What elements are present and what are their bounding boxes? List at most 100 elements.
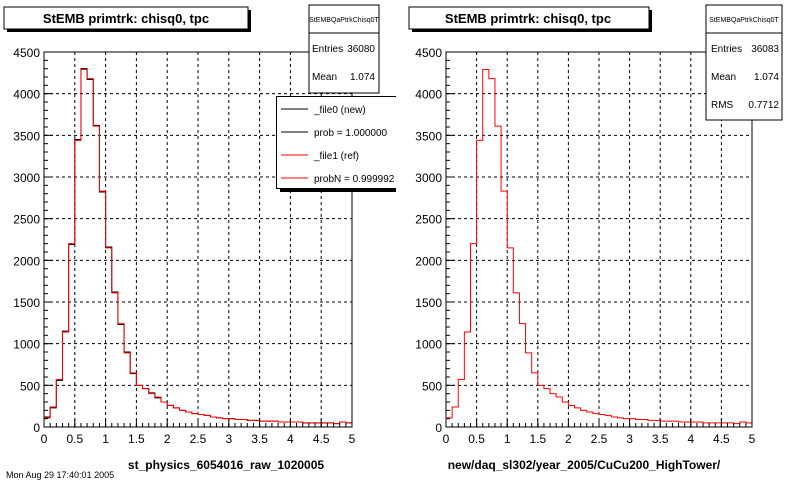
- left-histogram-series: [43, 68, 353, 428]
- left-bin-1-23: [186, 412, 192, 427]
- right-bin-0-1: [452, 407, 458, 427]
- right-bin-0-43: [709, 423, 715, 427]
- right-y-tick-label: 0: [435, 421, 442, 435]
- right-chart-title: StEMB primtrk: chisq0, tpc: [445, 11, 611, 26]
- left-x-tick-label: 3.5: [251, 432, 268, 446]
- left-y-tick-label: 1000: [13, 338, 40, 352]
- right-y-tick-label: 4500: [415, 46, 442, 60]
- right-stats-value-mean: 1.074: [754, 72, 779, 83]
- left-x-tick-label: 5: [349, 432, 356, 446]
- left-bin-1-47: [334, 424, 340, 427]
- right-bin-0-36: [666, 421, 672, 427]
- left-bin-1-4: [69, 244, 75, 427]
- left-bin-1-43: [309, 423, 315, 427]
- left-bin-1-20: [167, 405, 173, 427]
- left-y-tick-label: 4500: [13, 46, 40, 60]
- right-bin-0-9: [501, 191, 507, 427]
- left-y-tick-label: 500: [20, 379, 40, 393]
- left-bin-1-21: [173, 408, 179, 427]
- left-y-tick-label: 2500: [13, 213, 40, 227]
- legend-box: [276, 96, 396, 189]
- right-bin-0-25: [599, 415, 605, 428]
- left-bin-1-28: [216, 418, 222, 427]
- left-bin-1-10: [106, 248, 112, 427]
- right-bin-0-48: [740, 422, 746, 427]
- right-bin-0-46: [728, 423, 734, 427]
- right-bin-0-7: [489, 79, 495, 427]
- left-x-tick-label: 0: [41, 432, 48, 446]
- left-bin-1-32: [241, 420, 247, 428]
- right-histogram-line-0: [445, 69, 753, 427]
- right-bin-0-6: [483, 70, 489, 428]
- right-bin-0-47: [734, 424, 740, 427]
- right-histogram-panel: 0 0.5 1 1.5 2 2.5 3 3.5 4 4.5 5 0 500 1000 1500 2000 250…: [408, 4, 783, 472]
- left-bin-1-19: [161, 402, 167, 427]
- right-bin-0-32: [642, 420, 648, 428]
- right-stats-name: StEMBQaPtrkChisq0T: [709, 17, 779, 24]
- right-bin-0-30: [630, 419, 636, 427]
- left-x-axis-label: st_physics_6054016_raw_1020005: [128, 458, 324, 472]
- left-bin-1-6: [81, 70, 87, 428]
- right-x-tick-label: 0: [443, 432, 450, 446]
- right-bin-0-49: [746, 423, 752, 427]
- left-stats-label-entries: Entries: [312, 44, 343, 55]
- left-x-tick-label: 0.5: [66, 432, 83, 446]
- right-y-tick-label: 3000: [415, 171, 442, 185]
- right-x-axis-label: new/daq_sl302/year_2005/CuCu200_HighTowe…: [448, 458, 721, 472]
- left-x-tick-label: 1.5: [128, 432, 145, 446]
- left-bin-1-36: [266, 421, 272, 427]
- left-bin-1-48: [340, 422, 346, 427]
- left-bin-1-35: [260, 421, 266, 427]
- left-bin-1-34: [253, 420, 259, 427]
- right-y-tick-label: 2000: [415, 254, 442, 268]
- left-bin-1-49: [346, 423, 352, 427]
- right-x-tick-label: 1: [504, 432, 511, 446]
- left-x-tick-label: 4.5: [313, 432, 330, 446]
- right-bin-0-21: [575, 408, 581, 427]
- left-bin-1-39: [284, 422, 290, 427]
- left-bin-1-42: [303, 423, 309, 427]
- right-histogram-series: [445, 69, 753, 428]
- right-axis-ticks: 0 0.5 1 1.5 2 2.5 3 3.5 4 4.5 5 0 500 1000 1500 2000 250…: [415, 46, 755, 446]
- right-y-tick-label: 1000: [415, 338, 442, 352]
- left-y-tick-label: 2000: [13, 254, 40, 268]
- left-legend: _file0 (new) prob = 1.000000 _file1 (ref…: [276, 96, 396, 192]
- right-x-tick-label: 2.5: [591, 432, 608, 446]
- right-y-tick-label: 4000: [415, 88, 442, 102]
- right-bin-0-18: [556, 397, 562, 427]
- left-y-tick-label: 0: [33, 421, 40, 435]
- right-title-shadow-side: [649, 10, 652, 32]
- right-bin-0-45: [721, 423, 727, 427]
- left-x-tick-label: 2.5: [190, 432, 207, 446]
- right-y-tick-label: 3500: [415, 129, 442, 143]
- left-bin-1-26: [204, 415, 210, 427]
- left-x-tick-label: 3: [225, 432, 232, 446]
- right-x-tick-label: 1.5: [529, 432, 546, 446]
- right-bin-0-39: [685, 422, 691, 427]
- left-bin-1-11: [112, 293, 118, 427]
- right-bin-0-13: [526, 353, 532, 427]
- right-bin-0-40: [691, 422, 697, 427]
- left-stats-box: [308, 4, 380, 94]
- right-bin-0-23: [587, 412, 593, 427]
- right-bin-0-14: [532, 373, 538, 427]
- left-y-tick-label: 3000: [13, 171, 40, 185]
- left-bin-1-25: [198, 415, 204, 428]
- right-bin-0-3: [464, 332, 470, 427]
- left-bin-1-27: [210, 417, 216, 427]
- left-bin-1-0: [44, 418, 50, 427]
- right-x-tick-label: 3.5: [652, 432, 669, 446]
- left-title-shadow-side: [248, 10, 251, 32]
- right-gridlines: [446, 52, 752, 427]
- right-stats-label-mean: Mean: [711, 72, 736, 83]
- left-bin-1-12: [118, 324, 124, 427]
- left-bin-1-5: [75, 140, 81, 427]
- left-bin-1-2: [56, 380, 62, 428]
- left-bin-1-15: [136, 385, 142, 427]
- left-bin-1-38: [278, 422, 284, 427]
- left-bin-1-22: [180, 410, 186, 427]
- right-x-tick-label: 4.5: [713, 432, 730, 446]
- right-bin-0-12: [519, 324, 525, 427]
- left-bin-1-9: [99, 191, 105, 427]
- right-bin-0-33: [648, 420, 654, 427]
